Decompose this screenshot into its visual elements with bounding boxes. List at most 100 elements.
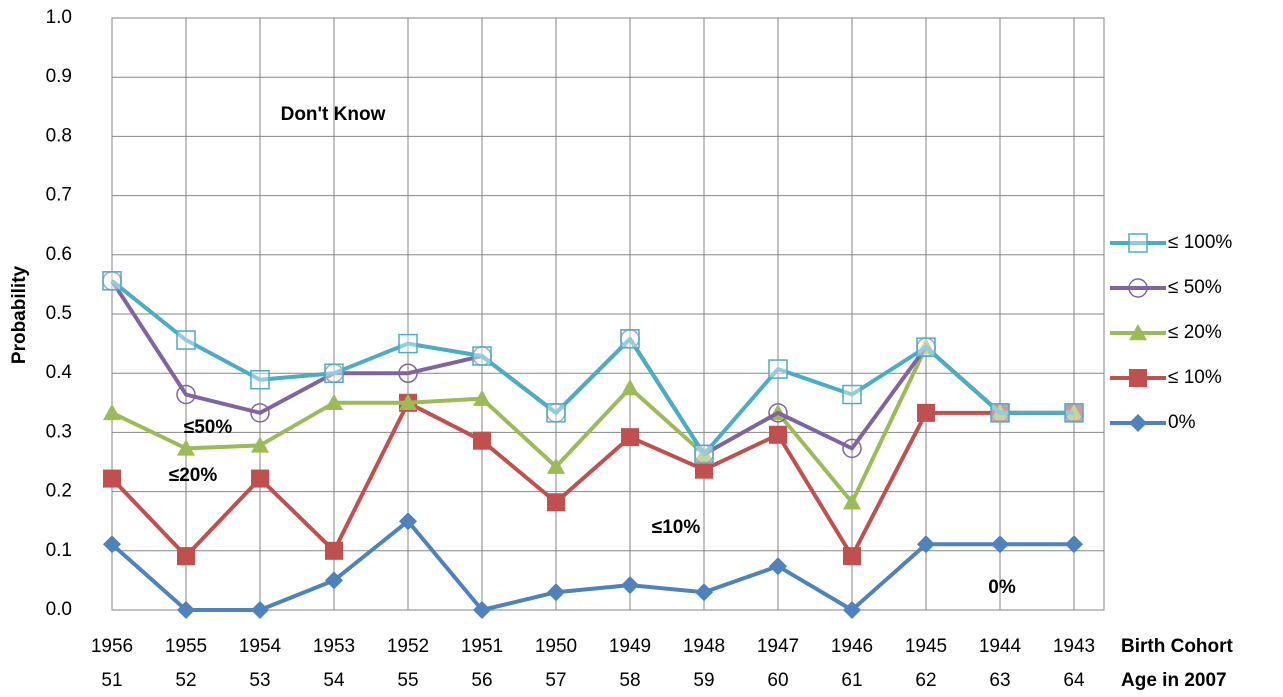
legend-marker (1128, 278, 1148, 298)
marker (621, 379, 639, 396)
x-tick-label: 1946 (831, 636, 873, 657)
marker (547, 457, 565, 474)
y-tick-label: 0.2 (46, 481, 72, 502)
annotation: 0% (988, 577, 1016, 598)
y-tick-label: 0.0 (46, 599, 72, 620)
y-tick-label: 0.9 (46, 66, 72, 87)
series (102, 271, 1084, 465)
marker (177, 601, 195, 619)
marker (176, 330, 196, 350)
marker (250, 369, 270, 390)
marker (621, 428, 639, 447)
x-row-title: Birth Cohort (1121, 636, 1234, 657)
x-tick-label-age: 52 (175, 670, 196, 691)
marker (917, 535, 935, 554)
marker (769, 425, 787, 444)
x-tick-label: 1943 (1053, 636, 1095, 657)
annotation: ≤10% (652, 517, 701, 538)
series (102, 271, 1084, 465)
x-tick-label-age: 55 (397, 670, 418, 691)
legend-label: 0% (1168, 412, 1196, 433)
x-tick-label-age: 57 (545, 670, 566, 691)
legend-marker (1129, 369, 1147, 387)
x-tick-label-age: 61 (841, 670, 862, 691)
legend-marker (1129, 324, 1147, 341)
y-tick-label: 0.7 (46, 185, 72, 206)
legend-label: ≤ 50% (1168, 277, 1222, 298)
marker (1065, 535, 1083, 554)
x-tick-label: 1955 (165, 636, 207, 657)
annotation: ≤50% (184, 417, 233, 438)
marker (176, 384, 196, 405)
marker (398, 363, 418, 383)
marker (473, 389, 491, 406)
annotation: ≤20% (169, 465, 218, 486)
marker (102, 271, 122, 291)
x-tick-label-age: 59 (693, 670, 714, 691)
marker (991, 535, 1009, 554)
marker (768, 403, 788, 423)
x-tick-label: 1956 (91, 636, 133, 657)
legend-marker (1129, 414, 1147, 432)
x-tick-label: 1954 (239, 636, 282, 657)
legend-label: ≤ 20% (1168, 322, 1222, 343)
marker (324, 363, 344, 383)
x-tick-label-age: 51 (101, 670, 122, 691)
series (103, 393, 1083, 566)
marker (916, 337, 936, 357)
series (103, 338, 1083, 510)
marker (103, 535, 121, 554)
marker (695, 460, 713, 479)
x-tick-label: 1950 (535, 636, 577, 657)
y-tick-label: 0.1 (46, 540, 72, 561)
marker (325, 571, 343, 590)
marker (472, 346, 492, 366)
marker (843, 547, 861, 566)
marker (620, 329, 640, 349)
marker (695, 583, 713, 602)
x-tick-label-age: 58 (619, 670, 640, 691)
marker (547, 583, 565, 602)
y-tick-label: 0.3 (46, 421, 72, 442)
marker (473, 601, 491, 619)
marker (768, 359, 788, 379)
y-tick-label: 0.6 (46, 244, 72, 265)
marker (103, 403, 121, 421)
y-tick-label: 1.0 (46, 7, 72, 28)
marker (251, 436, 269, 453)
y-axis-label: Probability (9, 265, 30, 364)
marker (621, 576, 639, 595)
marker (842, 438, 862, 459)
legend-label: ≤ 10% (1168, 367, 1222, 388)
x-tick-label-age: 54 (323, 670, 345, 691)
x-tick-label-age: 62 (915, 670, 936, 691)
marker (103, 469, 121, 488)
line (110, 279, 1074, 457)
marker (177, 547, 195, 566)
x-tick-label-age: 60 (767, 670, 788, 691)
marker (251, 469, 269, 488)
x-tick-label: 1953 (313, 636, 355, 657)
marker (325, 541, 343, 560)
marker (769, 557, 787, 576)
marker (843, 601, 861, 619)
plot-border (111, 17, 1105, 611)
marker (694, 444, 714, 465)
marker (917, 403, 935, 422)
marker (251, 601, 269, 619)
marker (473, 431, 491, 450)
line (110, 519, 1074, 612)
marker (325, 393, 343, 410)
legend-marker (1128, 233, 1148, 253)
x-tick-label: 1945 (905, 636, 947, 657)
y-tick-label: 0.5 (46, 303, 72, 324)
marker (990, 403, 1010, 423)
x-row-title: Age in 2007 (1121, 670, 1227, 691)
x-tick-label-age: 53 (249, 670, 270, 691)
marker (546, 403, 566, 423)
marker (1064, 403, 1084, 423)
x-tick-label: 1948 (683, 636, 725, 657)
line (110, 400, 1074, 559)
marker (177, 439, 195, 456)
marker (843, 493, 861, 510)
